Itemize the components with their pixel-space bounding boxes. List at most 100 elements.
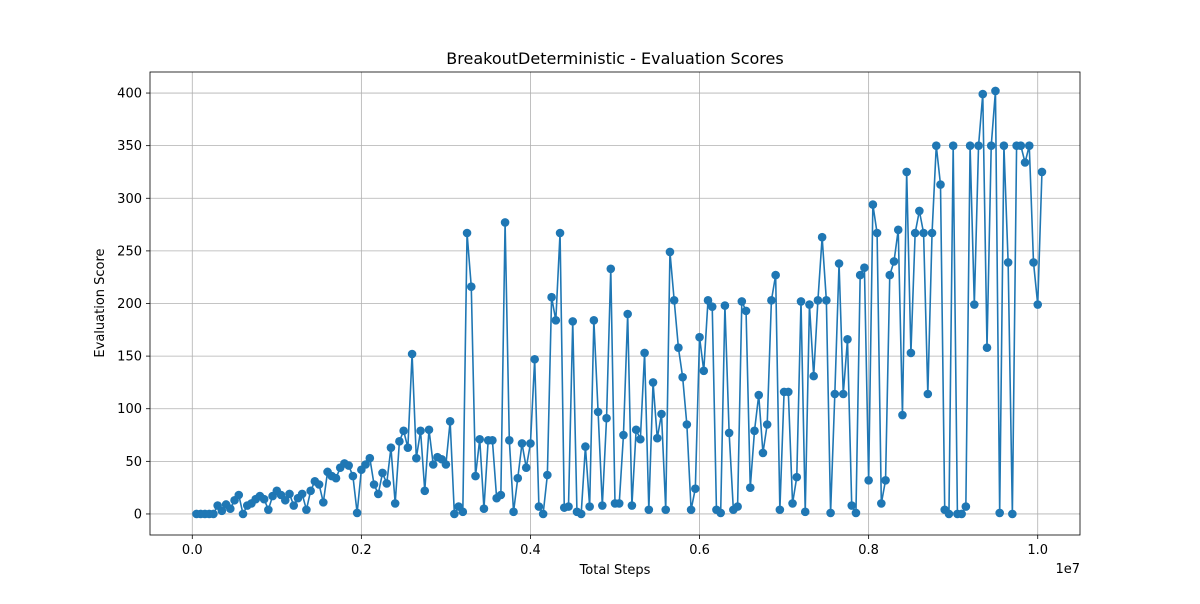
data-point <box>691 484 700 494</box>
data-point <box>551 316 561 325</box>
data-point <box>758 448 768 458</box>
data-point <box>965 141 975 150</box>
data-point <box>602 413 611 423</box>
data-point-layer <box>192 86 1047 519</box>
data-point <box>847 501 857 510</box>
data-point <box>217 506 227 516</box>
x-tick-label: 0.8 <box>858 543 879 558</box>
x-axis-offset-label: 1e7 <box>1055 562 1080 577</box>
data-point <box>395 437 404 446</box>
y-tick-label: 50 <box>125 455 142 470</box>
data-point <box>319 498 328 507</box>
data-point <box>479 504 489 513</box>
data-point <box>598 501 607 510</box>
data-point <box>948 141 958 150</box>
data-point <box>796 297 806 306</box>
data-point <box>543 470 552 480</box>
data-point <box>386 443 396 452</box>
data-point <box>593 407 603 417</box>
y-tick-label: 250 <box>117 244 142 259</box>
data-point <box>1033 300 1043 309</box>
data-point <box>872 228 882 238</box>
data-point <box>576 509 586 519</box>
data-point <box>826 508 835 518</box>
data-point <box>209 509 218 519</box>
data-point <box>644 505 654 515</box>
data-point <box>986 141 996 150</box>
data-point <box>703 296 713 305</box>
data-point <box>661 505 671 515</box>
data-point <box>585 502 594 511</box>
data-point <box>817 232 827 242</box>
data-point <box>428 460 438 469</box>
data-point <box>285 489 294 499</box>
data-point <box>868 200 878 209</box>
data-point <box>915 206 924 216</box>
data-point <box>636 434 645 444</box>
data-point <box>352 508 362 518</box>
data-point <box>936 180 945 189</box>
data-point <box>390 499 400 508</box>
data-point <box>678 372 687 382</box>
data-point <box>902 167 911 177</box>
data-point <box>699 366 709 376</box>
data-point <box>931 141 941 150</box>
data-point <box>885 270 895 280</box>
data-point <box>331 473 341 483</box>
data-point <box>568 317 578 326</box>
data-point <box>762 420 772 429</box>
data-point <box>475 434 485 444</box>
data-point <box>627 501 637 510</box>
data-point <box>767 296 776 305</box>
data-point <box>526 439 535 448</box>
data-point <box>720 301 730 310</box>
y-tick-label: 150 <box>117 350 142 365</box>
data-point <box>978 89 988 99</box>
data-point <box>238 509 248 519</box>
data-point <box>264 505 273 515</box>
data-point <box>306 486 315 496</box>
data-point <box>754 390 764 400</box>
y-tick-label: 300 <box>117 192 142 207</box>
data-point <box>898 410 907 420</box>
data-point <box>800 507 810 517</box>
data-point <box>881 475 890 485</box>
data-point <box>399 426 408 436</box>
data-point <box>695 332 704 342</box>
x-tick-label: 1.0 <box>1027 543 1048 558</box>
data-point <box>686 505 696 515</box>
data-point <box>547 292 556 302</box>
data-point <box>957 509 966 519</box>
data-point <box>344 461 353 470</box>
y-axis-label: Evaluation Score <box>93 248 108 357</box>
data-point <box>648 378 658 387</box>
data-point <box>1029 258 1038 267</box>
data-point <box>910 228 920 238</box>
data-point <box>657 409 666 419</box>
data-point <box>530 354 539 364</box>
data-point <box>923 389 933 399</box>
data-point <box>864 475 873 485</box>
data-point <box>517 439 527 448</box>
data-point <box>471 471 480 481</box>
data-point <box>775 505 785 515</box>
series-line <box>196 90 1043 515</box>
data-point <box>1037 167 1047 177</box>
data-point <box>674 343 683 353</box>
data-point <box>830 389 840 399</box>
data-point <box>589 316 599 325</box>
data-point <box>466 282 476 291</box>
data-point <box>382 479 392 488</box>
y-tick-label: 350 <box>117 139 142 154</box>
data-point <box>860 263 869 273</box>
data-point <box>640 348 649 358</box>
data-point <box>970 300 979 309</box>
data-point <box>995 508 1004 518</box>
data-point <box>534 502 544 511</box>
data-point <box>623 309 632 319</box>
data-point <box>805 300 814 309</box>
data-point <box>513 473 523 483</box>
data-point <box>974 141 983 150</box>
x-tick-label: 0.6 <box>689 543 710 558</box>
